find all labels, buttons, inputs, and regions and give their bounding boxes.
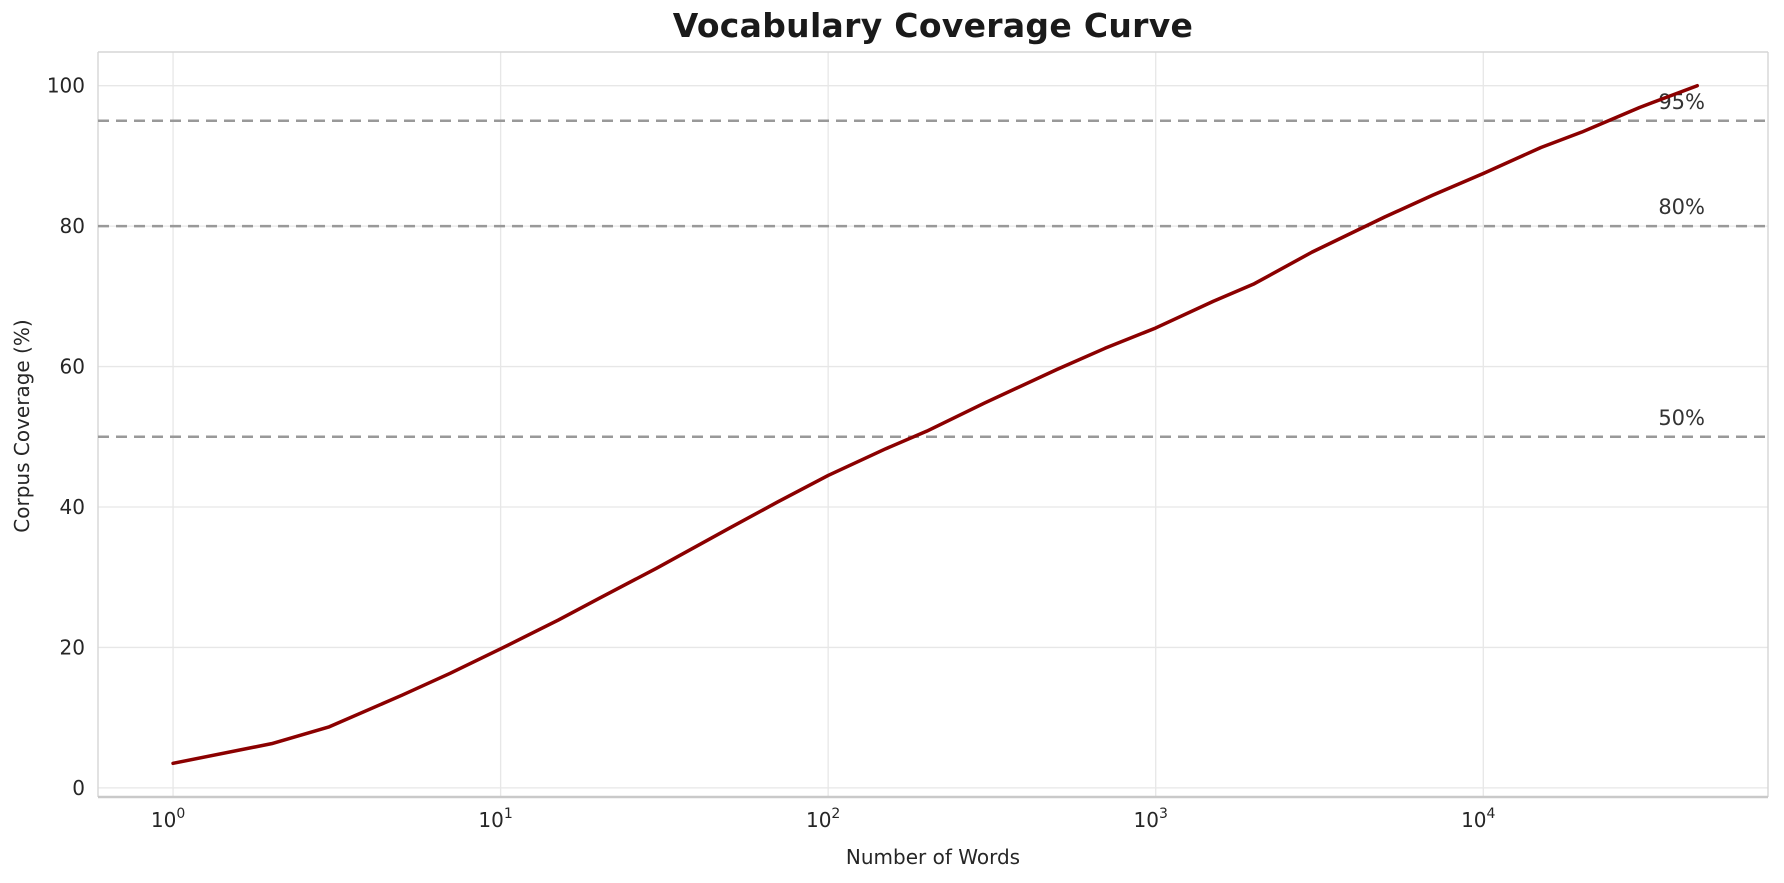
coverage-curve xyxy=(171,83,1699,766)
x-tick-label: 102 xyxy=(806,806,840,832)
x-tick-label: 103 xyxy=(1134,806,1168,832)
chart-title: Vocabulary Coverage Curve xyxy=(672,6,1194,45)
reference-label-80: 80% xyxy=(1658,195,1705,219)
y-axis-label: Corpus Coverage (%) xyxy=(10,319,34,533)
y-tick-label: 20 xyxy=(60,635,85,659)
x-tick-label: 100 xyxy=(151,806,185,832)
y-tick-label: 60 xyxy=(60,355,85,379)
reference-label-50: 50% xyxy=(1658,406,1705,430)
y-tick-label: 80 xyxy=(60,214,85,238)
x-axis-label: Number of Words xyxy=(845,845,1021,869)
x-tick-label: 101 xyxy=(478,806,512,832)
y-tick-label: 100 xyxy=(47,74,85,98)
y-tick-label: 40 xyxy=(60,495,85,519)
reference-label-95: 95% xyxy=(1658,90,1705,114)
x-tick-label: 104 xyxy=(1461,806,1495,832)
y-tick-label: 0 xyxy=(72,776,85,800)
